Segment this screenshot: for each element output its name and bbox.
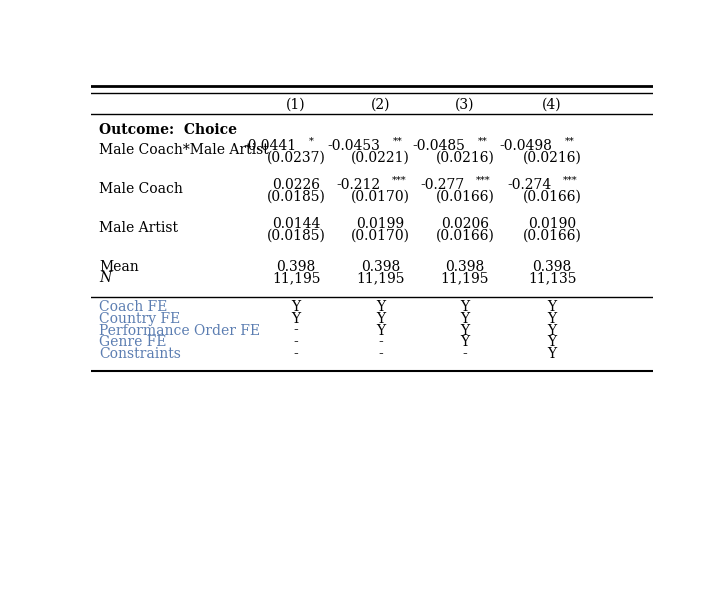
Text: 0.0226: 0.0226 xyxy=(272,178,320,192)
Text: 11,135: 11,135 xyxy=(528,272,576,285)
Text: (2): (2) xyxy=(371,98,391,112)
Text: **: ** xyxy=(393,137,403,146)
Text: ***: *** xyxy=(391,176,406,185)
Text: Y: Y xyxy=(547,335,557,349)
Text: Y: Y xyxy=(460,324,470,338)
Text: Male Artist: Male Artist xyxy=(99,222,178,235)
Text: Male Coach*Male Artist: Male Coach*Male Artist xyxy=(99,143,269,157)
Text: -: - xyxy=(294,335,298,349)
Text: Country FE: Country FE xyxy=(99,312,181,326)
Text: 11,195: 11,195 xyxy=(272,272,320,285)
Text: -0.0485: -0.0485 xyxy=(412,138,465,153)
Text: (0.0185): (0.0185) xyxy=(266,229,325,243)
Text: 0.0144: 0.0144 xyxy=(272,217,320,231)
Text: Mean: Mean xyxy=(99,259,139,274)
Text: Y: Y xyxy=(460,300,470,314)
Text: 0.398: 0.398 xyxy=(445,259,484,274)
Text: Y: Y xyxy=(376,324,385,338)
Text: Y: Y xyxy=(292,312,301,326)
Text: N: N xyxy=(99,272,111,285)
Text: -0.0441: -0.0441 xyxy=(243,138,296,153)
Text: 0.398: 0.398 xyxy=(361,259,400,274)
Text: Outcome:  Choice: Outcome: Choice xyxy=(99,123,237,137)
Text: (0.0237): (0.0237) xyxy=(266,150,325,164)
Text: (0.0185): (0.0185) xyxy=(266,190,325,203)
Text: ***: *** xyxy=(563,176,578,185)
Text: (0.0216): (0.0216) xyxy=(523,150,582,164)
Text: -: - xyxy=(294,347,298,361)
Text: Genre FE: Genre FE xyxy=(99,335,167,349)
Text: Y: Y xyxy=(292,300,301,314)
Text: Y: Y xyxy=(460,335,470,349)
Text: 0.398: 0.398 xyxy=(277,259,316,274)
Text: Performance Order FE: Performance Order FE xyxy=(99,324,261,338)
Text: (0.0166): (0.0166) xyxy=(523,190,582,203)
Text: -: - xyxy=(378,347,383,361)
Text: Male Coach: Male Coach xyxy=(99,182,183,196)
Text: Y: Y xyxy=(547,347,557,361)
Text: 0.0206: 0.0206 xyxy=(441,217,489,231)
Text: (3): (3) xyxy=(455,98,475,112)
Text: (0.0221): (0.0221) xyxy=(351,150,410,164)
Text: (0.0166): (0.0166) xyxy=(523,229,582,243)
Text: **: ** xyxy=(478,137,487,146)
Text: (0.0170): (0.0170) xyxy=(351,190,410,203)
Text: **: ** xyxy=(565,137,574,146)
Text: Y: Y xyxy=(376,312,385,326)
Text: (1): (1) xyxy=(286,98,306,112)
Text: Y: Y xyxy=(547,324,557,338)
Text: 0.0199: 0.0199 xyxy=(356,217,404,231)
Text: Y: Y xyxy=(547,312,557,326)
Text: 11,195: 11,195 xyxy=(356,272,405,285)
Text: -0.277: -0.277 xyxy=(420,178,465,192)
Text: 11,195: 11,195 xyxy=(441,272,489,285)
Text: Y: Y xyxy=(376,300,385,314)
Text: -: - xyxy=(294,324,298,338)
Text: (4): (4) xyxy=(542,98,562,112)
Text: -0.0453: -0.0453 xyxy=(327,138,380,153)
Text: ***: *** xyxy=(476,176,491,185)
Text: (0.0166): (0.0166) xyxy=(436,190,494,203)
Text: (0.0216): (0.0216) xyxy=(436,150,494,164)
Text: -: - xyxy=(462,347,468,361)
Text: -0.212: -0.212 xyxy=(336,178,380,192)
Text: (0.0170): (0.0170) xyxy=(351,229,410,243)
Text: Y: Y xyxy=(460,312,470,326)
Text: -0.274: -0.274 xyxy=(508,178,552,192)
Text: Coach FE: Coach FE xyxy=(99,300,168,314)
Text: Y: Y xyxy=(547,300,557,314)
Text: (0.0166): (0.0166) xyxy=(436,229,494,243)
Text: *: * xyxy=(309,137,314,146)
Text: -0.0498: -0.0498 xyxy=(499,138,552,153)
Text: 0.398: 0.398 xyxy=(532,259,572,274)
Text: 0.0190: 0.0190 xyxy=(528,217,576,231)
Text: -: - xyxy=(378,335,383,349)
Text: Constraints: Constraints xyxy=(99,347,181,361)
